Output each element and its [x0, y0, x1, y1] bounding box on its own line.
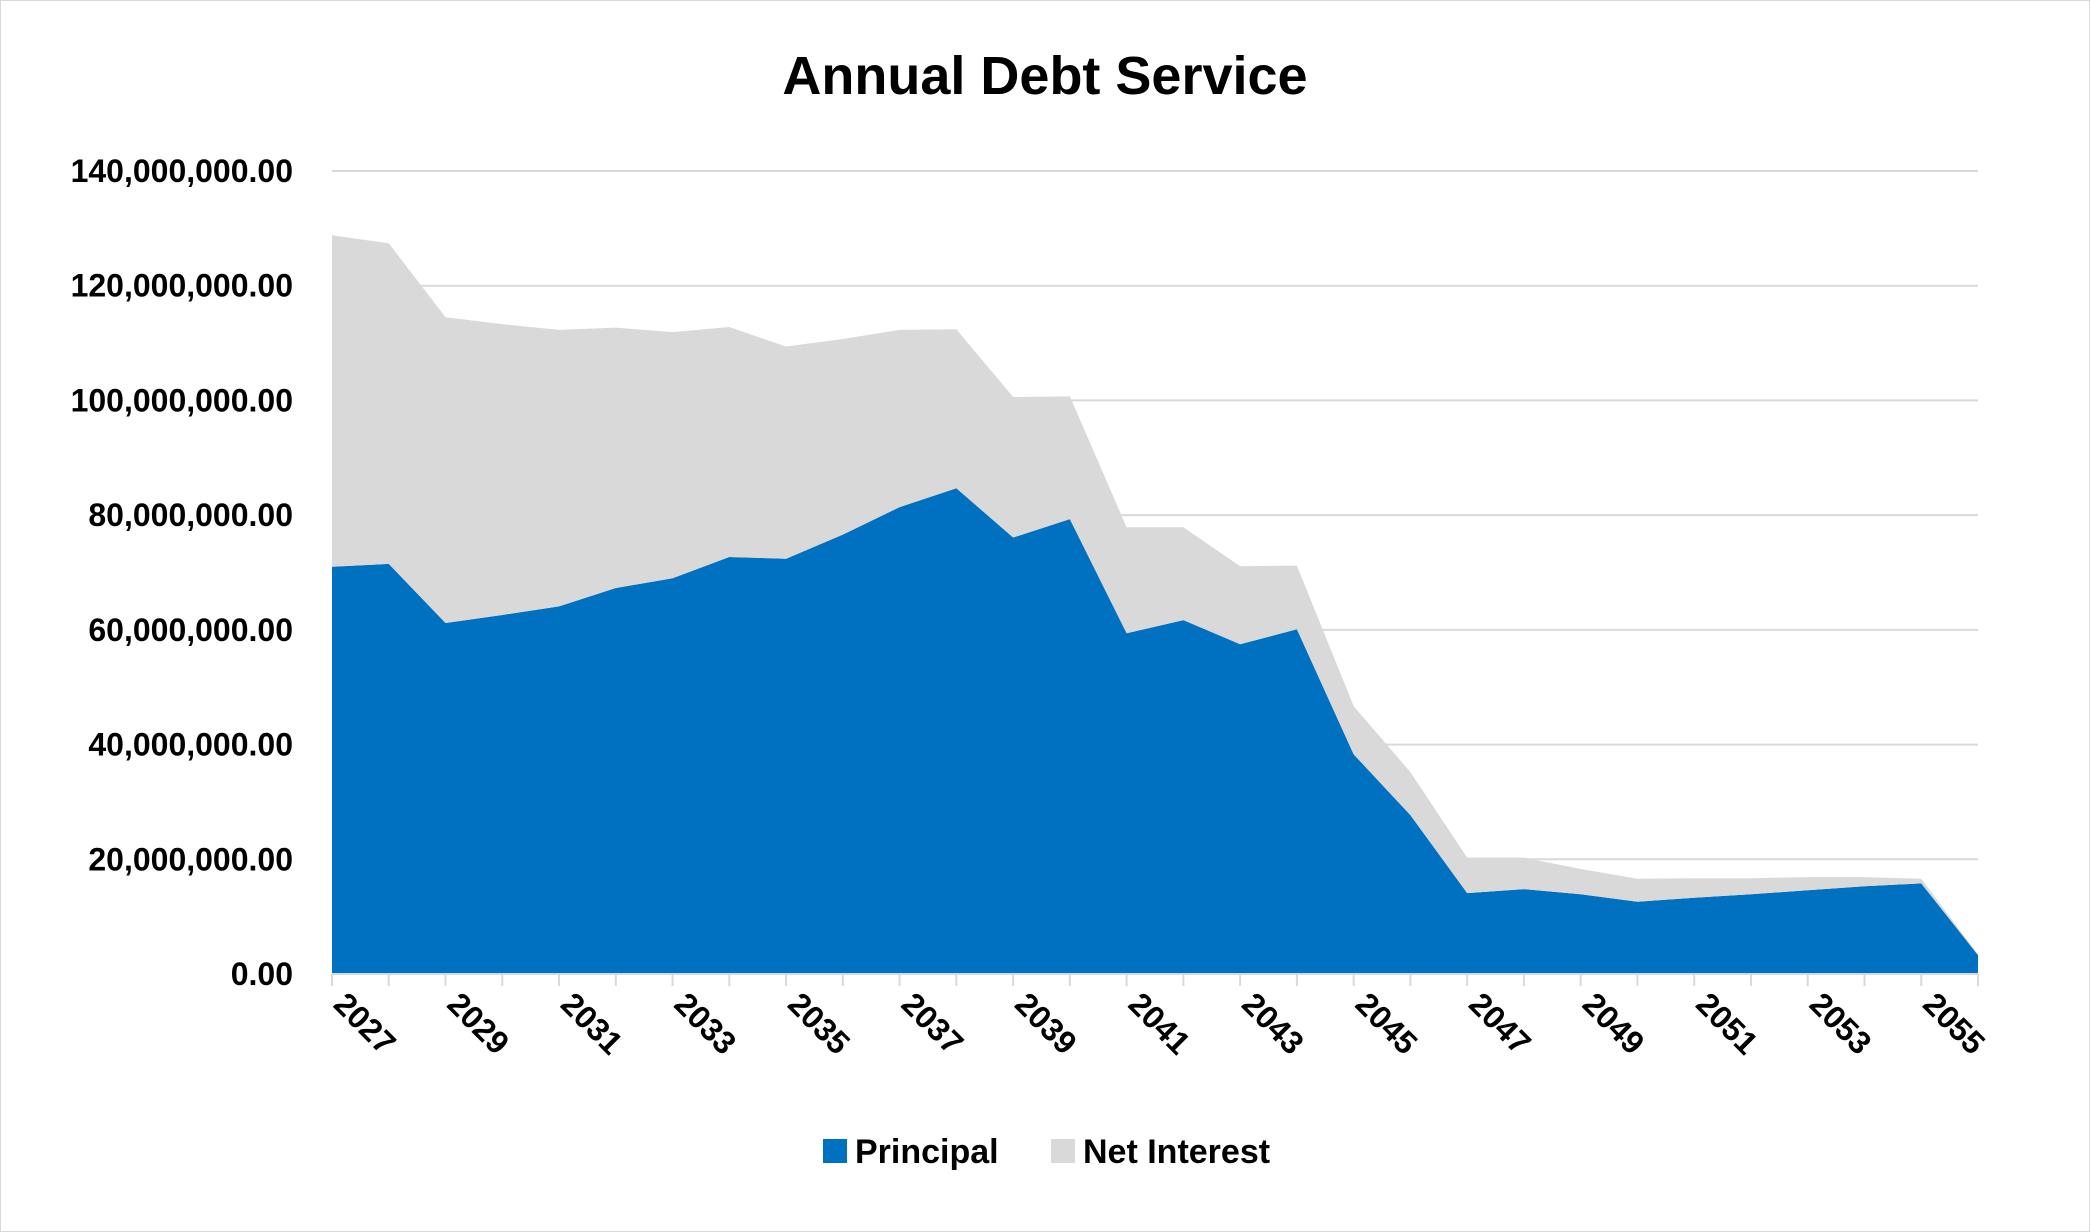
x-tick-label: 2051 [1689, 985, 1765, 1061]
legend-label: Principal [855, 1133, 999, 1171]
y-tick-label: 20,000,000.00 [88, 841, 293, 877]
legend-item-principal: Principal [823, 1133, 999, 1171]
y-tick-label: 100,000,000.00 [71, 382, 293, 418]
x-tick-label: 2027 [327, 985, 403, 1061]
x-tick-label: 2053 [1803, 985, 1879, 1061]
x-tick-label: 2047 [1462, 985, 1538, 1061]
legend: Principal Net Interest [823, 1133, 1270, 1171]
chart-title: Annual Debt Service [782, 46, 1307, 106]
legend-swatch [823, 1139, 847, 1163]
plot-areas [332, 235, 1978, 974]
axes: 0.00 20,000,000.00 40,000,000.00 60,000,000… [71, 153, 1993, 1061]
x-tick-label: 2041 [1122, 985, 1198, 1061]
y-tick-label: 40,000,000.00 [88, 727, 293, 763]
x-tick-label: 2037 [895, 985, 971, 1061]
y-tick-label: 0.00 [231, 956, 293, 992]
legend-swatch [1051, 1139, 1075, 1163]
legend-label: Net Interest [1083, 1133, 1270, 1171]
x-tick-label: 2049 [1576, 985, 1652, 1061]
x-tick-label: 2033 [668, 985, 744, 1061]
y-tick-label: 60,000,000.00 [88, 612, 293, 648]
x-tick-label: 2035 [781, 985, 857, 1061]
y-tick-label: 120,000,000.00 [71, 268, 293, 304]
y-tick-label: 140,000,000.00 [71, 153, 293, 189]
x-tick-label: 2039 [1008, 985, 1084, 1061]
x-tick-label: 2029 [441, 985, 517, 1061]
x-tick-label: 2045 [1349, 985, 1425, 1061]
area-principal [332, 488, 1978, 974]
x-tick-label: 2031 [554, 985, 630, 1061]
y-tick-label: 80,000,000.00 [88, 497, 293, 533]
area-net-interest [332, 235, 1978, 956]
legend-item-net-interest: Net Interest [1051, 1133, 1270, 1171]
x-tick-label: 2055 [1916, 985, 1992, 1061]
x-tick-label: 2043 [1235, 985, 1311, 1061]
